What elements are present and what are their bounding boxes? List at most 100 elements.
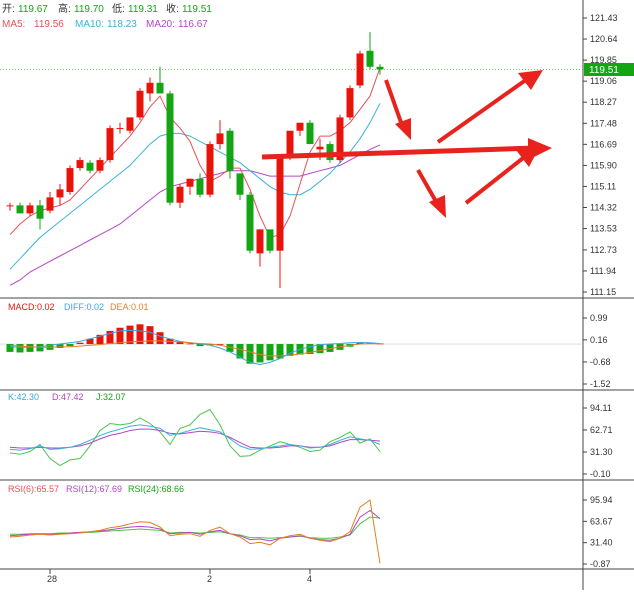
macd-bar-down <box>6 344 14 352</box>
macd-bar-up <box>86 338 94 345</box>
open-label: 开: <box>2 4 15 15</box>
current-price-tag: 119.51 <box>584 63 634 76</box>
arrow-up-1-head <box>518 70 543 90</box>
macd-bar-up <box>146 326 154 345</box>
macd-header: MACD:0.02 DIFF:0.02 DEA:0.01 <box>8 302 149 312</box>
rsi-header-12: RSI(12):67.69 <box>66 484 122 494</box>
candle-up <box>186 178 194 187</box>
open-value: 119.67 <box>18 4 48 15</box>
y-tick-label: 116.69 <box>590 139 617 149</box>
candle-up <box>66 168 74 193</box>
macd-bar-up <box>356 342 364 345</box>
candle-up <box>346 88 354 118</box>
macd-header-dea: DEA:0.01 <box>110 302 149 312</box>
rsi12-line <box>9 509 381 542</box>
kdj-header-j: J:32.07 <box>96 392 126 402</box>
y-tick-label: 117.48 <box>590 118 617 128</box>
current-price-tag-bg <box>584 63 634 76</box>
arrow-down-1-head <box>395 118 411 140</box>
kdj-k-line <box>9 424 381 451</box>
candle-up <box>296 122 304 131</box>
candle-up <box>6 205 14 207</box>
candle-down <box>226 130 234 171</box>
high-label: 高: <box>58 2 71 15</box>
macd-bar-down <box>266 344 274 361</box>
low-value: 119.31 <box>128 4 158 15</box>
macd-bar-down <box>316 344 324 354</box>
candle-up <box>176 186 184 203</box>
candle-down <box>196 178 204 195</box>
candle-down <box>36 205 44 219</box>
arrow-down-2-head <box>429 195 446 218</box>
y-tick-label: 119.06 <box>590 76 617 86</box>
candle-down <box>246 194 254 251</box>
macd-bar-up <box>126 325 134 345</box>
macd-bar-down <box>16 344 24 353</box>
candle-up <box>126 117 134 131</box>
y-tick-label: 115.11 <box>590 181 616 191</box>
kdj-header-k: K:42.30 <box>8 392 39 402</box>
candle-up <box>46 197 54 211</box>
macd-dea-line <box>9 340 380 357</box>
candle-up <box>56 189 64 198</box>
y-tick-label: 113.53 <box>590 224 617 234</box>
macd-bar-down <box>56 344 64 348</box>
ma20-value: 116.67 <box>178 19 208 30</box>
candle-up <box>356 53 364 86</box>
y-tick-label: 120.64 <box>590 34 618 44</box>
arrow-up-2-shaft <box>464 153 529 205</box>
ma10-line <box>9 103 381 270</box>
macd-bar-down <box>256 344 264 363</box>
y-tick-label: 94.11 <box>590 403 612 413</box>
ma5-value: 119.56 <box>34 19 64 30</box>
macd-header-diff: DIFF:0.02 <box>64 302 104 312</box>
high-value: 119.70 <box>74 4 104 15</box>
rsi-header: RSI(6):65.57 RSI(12):67.69 RSI(24):68.66 <box>8 484 184 494</box>
candle-down <box>376 66 384 70</box>
macd-bar-down <box>26 344 34 352</box>
macd-bar-up <box>106 330 114 345</box>
y-tick-label: -0.68 <box>590 357 611 367</box>
macd-bar-down <box>36 344 44 352</box>
kdj-j-line <box>9 408 381 467</box>
macd-bar-down <box>276 344 284 359</box>
macd-bar-down <box>246 344 254 364</box>
candle-down <box>306 122 314 145</box>
candle-up <box>26 205 34 214</box>
macd-bar-down <box>326 344 334 352</box>
candle-down <box>266 229 274 251</box>
x-tick-label: 4 <box>307 574 312 584</box>
ma5-label: MA5: <box>2 19 25 30</box>
arrow-annotations <box>261 70 552 218</box>
candle-down <box>166 93 174 203</box>
macd-header-macd: MACD:0.02 <box>8 302 55 312</box>
candle-up <box>106 128 114 161</box>
close-label: 收: <box>166 2 179 15</box>
macd-bar-up <box>96 334 104 345</box>
macd-bar-down <box>236 344 244 359</box>
macd-bar-down <box>286 344 294 356</box>
candle-down <box>366 50 374 67</box>
candle-up <box>116 128 124 130</box>
ma20-line <box>9 144 381 286</box>
macd-bar-down <box>306 344 314 355</box>
macd-bar-down <box>66 344 74 347</box>
candle-down <box>86 162 94 171</box>
candle-down <box>16 205 24 214</box>
candle-up <box>76 160 84 169</box>
macd-bar-down <box>206 344 214 346</box>
arrow-right-shaft <box>261 145 536 160</box>
y-tick-label: 115.90 <box>590 160 617 170</box>
macd-bar-up <box>176 341 184 345</box>
close-value: 119.51 <box>182 4 212 15</box>
x-tick-label: 2 <box>207 574 212 584</box>
candle-up <box>146 82 154 94</box>
macd-bar-up <box>76 342 84 345</box>
y-tick-label: -0.87 <box>590 559 611 569</box>
candle-down <box>236 173 244 195</box>
y-tick-label: -0.10 <box>590 469 611 479</box>
macd-bar-up <box>136 324 144 345</box>
arrow-down-1-shaft <box>384 79 405 129</box>
